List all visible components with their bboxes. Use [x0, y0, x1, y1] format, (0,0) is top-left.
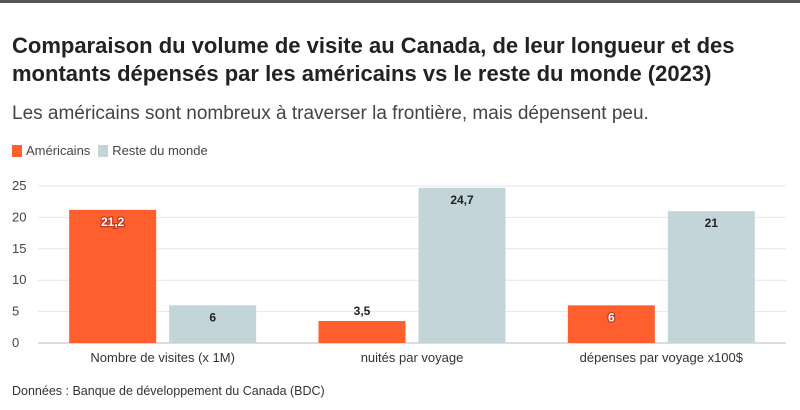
- x-category-label: nuités par voyage: [361, 350, 464, 365]
- y-tick-label: 0: [12, 335, 19, 350]
- bar: [667, 211, 755, 343]
- legend-swatch-americains: [12, 144, 22, 157]
- legend-label-americains: Américains: [26, 143, 91, 158]
- data-label: 21,2: [101, 215, 125, 229]
- y-tick-label: 25: [12, 178, 26, 193]
- data-label: 24,7: [450, 193, 474, 207]
- y-tick-label: 15: [12, 241, 26, 256]
- y-tick-label: 20: [12, 209, 26, 224]
- x-category-label: Nombre de visites (x 1M): [90, 350, 234, 365]
- legend-item-americains: Américains: [12, 143, 90, 158]
- legend-label-reste-du-monde: Reste du monde: [112, 143, 208, 158]
- data-label: 3,5: [354, 304, 371, 318]
- data-label: 6: [209, 310, 216, 324]
- bar: [567, 305, 655, 343]
- chart-title: Comparaison du volume de visite au Canad…: [12, 33, 735, 86]
- bar: [169, 305, 257, 343]
- chart-subtitle: Les américains sont nombreux à traverser…: [12, 103, 649, 124]
- y-tick-label: 5: [12, 304, 19, 319]
- data-label: 21: [705, 216, 719, 230]
- legend-item-reste-du-monde: Reste du monde: [98, 143, 208, 158]
- bar: [69, 209, 157, 343]
- legend: Américains Reste du monde: [12, 143, 216, 158]
- data-label: 6: [608, 310, 615, 324]
- bar-chart: 0 5 10 15 20 25 21,2 6 Nombre de visites (x 1M) 3…: [12, 178, 786, 365]
- x-category-label: dépenses par voyage x100$: [580, 350, 744, 365]
- top-bar: [0, 0, 800, 3]
- y-tick-label: 10: [12, 272, 26, 287]
- bar: [418, 187, 506, 343]
- legend-swatch-reste-du-monde: [98, 144, 109, 157]
- bar: [318, 321, 406, 343]
- source-note: Données : Banque de développement du Can…: [12, 384, 325, 398]
